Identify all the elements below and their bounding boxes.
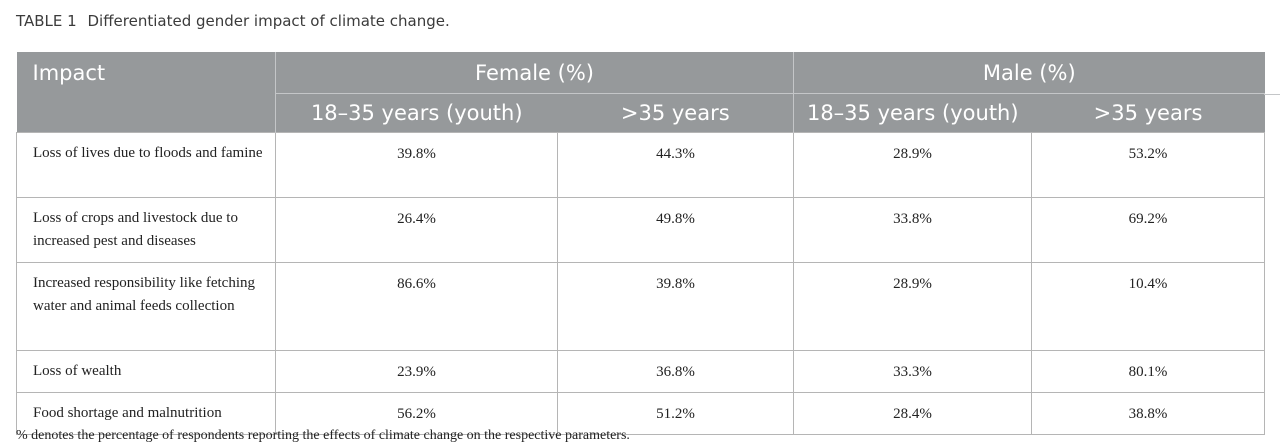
value-cell: 44.3% <box>557 132 795 198</box>
value-cell: 38.8% <box>1031 392 1266 435</box>
header-divider-overhang <box>1264 94 1280 95</box>
impact-cell: Loss of crops and livestock due to incre… <box>16 197 276 263</box>
value-cell: 49.8% <box>557 197 795 263</box>
header-impact: Impact <box>16 52 276 133</box>
value-cell: 86.6% <box>275 262 558 351</box>
value-cell: 23.9% <box>275 350 558 393</box>
table-row: Loss of crops and livestock due to incre… <box>16 197 1266 263</box>
value-cell: 51.2% <box>557 392 795 435</box>
header-male-youth: 18–35 years (youth) <box>793 93 1032 133</box>
value-cell: 69.2% <box>1031 197 1266 263</box>
impact-cell: Loss of wealth <box>16 350 276 393</box>
table-title: Differentiated gender impact of climate … <box>87 12 450 30</box>
header-male: Male (%) <box>793 52 1265 94</box>
impact-cell: Loss of lives due to floods and famine <box>16 132 276 198</box>
table-row: Loss of wealth 23.9% 36.8% 33.3% 80.1% <box>16 350 1266 393</box>
value-cell: 33.3% <box>793 350 1033 393</box>
table-row: Increased responsibility like fetching w… <box>16 262 1266 351</box>
table-row: Food shortage and malnutrition 56.2% 51.… <box>16 392 1266 435</box>
impact-cell: Food shortage and malnutrition <box>16 392 276 435</box>
value-cell: 33.8% <box>793 197 1033 263</box>
header-female-youth: 18–35 years (youth) <box>275 93 558 133</box>
impact-cell: Increased responsibility like fetching w… <box>16 262 276 351</box>
value-cell: 10.4% <box>1031 262 1266 351</box>
value-cell: 36.8% <box>557 350 795 393</box>
impact-table: Impact Female (%) Male (%) 18–35 years (… <box>16 52 1266 435</box>
header-female-over35: >35 years <box>557 93 795 133</box>
header-female: Female (%) <box>275 52 795 94</box>
value-cell: 39.8% <box>557 262 795 351</box>
value-cell: 28.4% <box>793 392 1033 435</box>
value-cell: 26.4% <box>275 197 558 263</box>
value-cell: 28.9% <box>793 132 1033 198</box>
table-footnote: % denotes the percentage of respondents … <box>16 428 630 443</box>
value-cell: 53.2% <box>1031 132 1266 198</box>
value-cell: 39.8% <box>275 132 558 198</box>
table-caption: TABLE 1 Differentiated gender impact of … <box>16 12 450 30</box>
value-cell: 56.2% <box>275 392 558 435</box>
table-label: TABLE 1 <box>16 12 77 30</box>
table-row: Loss of lives due to floods and famine 3… <box>16 132 1266 198</box>
value-cell: 80.1% <box>1031 350 1266 393</box>
header-male-over35: >35 years <box>1031 93 1265 133</box>
value-cell: 28.9% <box>793 262 1033 351</box>
